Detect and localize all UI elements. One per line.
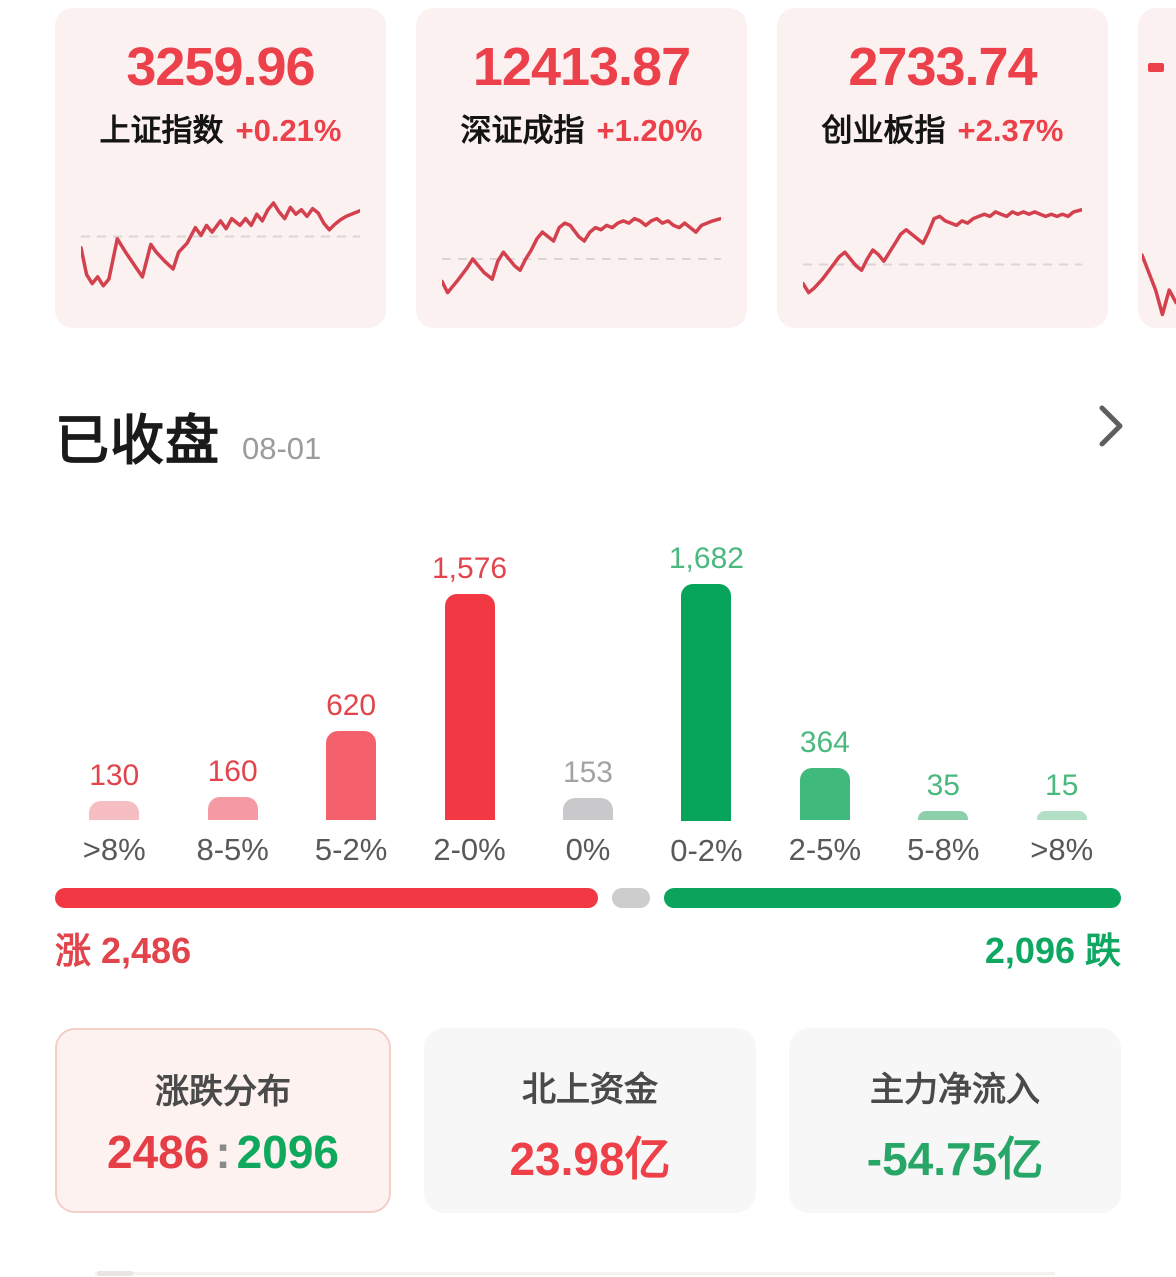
- bar-value-label: 15: [1045, 769, 1079, 802]
- index-sparkline-chart: [1142, 248, 1176, 318]
- stat-card-distribution[interactable]: 涨跌分布 2486:2096: [55, 1028, 391, 1213]
- index-sparkline-chart: [442, 194, 721, 306]
- bar-category-label: 0%: [565, 832, 611, 867]
- index-card-clipped[interactable]: [1138, 8, 1176, 328]
- decliners-count-label: 2,096 跌: [984, 930, 1121, 971]
- index-value: 2733.74: [848, 37, 1037, 97]
- index-sparkline-chart: [81, 194, 360, 306]
- dist-column: 15 >8%: [1003, 542, 1121, 870]
- index-name: 上证指数: [99, 113, 224, 149]
- dist-bar: [207, 797, 258, 820]
- advance-decline-ratio-bar: [55, 888, 1121, 908]
- bar-value-label: 1,576: [431, 552, 508, 585]
- clipped-index-value: [1148, 63, 1164, 72]
- stat-title: 主力净流入: [870, 1071, 1040, 1109]
- index-change-percent: +2.37%: [957, 113, 1064, 149]
- index-value: 3259.96: [126, 37, 315, 97]
- bar-value-label: 35: [926, 769, 960, 802]
- dist-bar: [799, 768, 850, 820]
- bar-category-label: 5-8%: [907, 832, 980, 867]
- advancers-count-label: 涨 2,486: [55, 930, 192, 971]
- dist-bar: [918, 811, 969, 820]
- index-name: 深证成指: [460, 113, 585, 149]
- bar-category-label: 0-2%: [670, 832, 743, 868]
- stat-card-northbound-funds[interactable]: 北上资金 23.98亿: [424, 1028, 756, 1213]
- ratio-flat-segment: [612, 888, 650, 908]
- index-card-shenzhen[interactable]: 12413.87 深证成指 +1.20%: [416, 8, 747, 328]
- bar-category-label: 8-5%: [196, 832, 269, 867]
- dist-bar: [681, 584, 732, 821]
- dist-column: 35 5-8%: [884, 542, 1002, 870]
- bar-category-label: 5-2%: [314, 832, 388, 867]
- dist-column: 1,682 0-2%: [647, 542, 765, 870]
- stat-card-main-net-inflow[interactable]: 主力净流入 -54.75亿: [789, 1028, 1121, 1213]
- ratio-separator: :: [215, 1126, 231, 1178]
- market-status-date: 08-01: [242, 431, 322, 466]
- northbound-funds-value: 23.98亿: [509, 1133, 671, 1185]
- bar-value-label: 160: [207, 755, 258, 788]
- advancers-value: 2486: [106, 1126, 210, 1178]
- index-card-chinext[interactable]: 2733.74 创业板指 +2.37%: [777, 8, 1108, 328]
- ratio-up-segment: [55, 888, 598, 908]
- index-change-percent: +0.21%: [235, 113, 342, 149]
- index-change-percent: +1.20%: [596, 113, 703, 149]
- bar-category-label: >8%: [82, 832, 146, 867]
- bar-value-label: 130: [89, 759, 140, 792]
- market-status-header[interactable]: 已收盘 08-01: [55, 396, 1136, 471]
- bar-value-label: 364: [799, 726, 850, 759]
- dist-bar: [89, 801, 140, 820]
- dist-column: 153 0%: [529, 542, 647, 870]
- index-sparkline-chart: [803, 194, 1082, 306]
- main-net-inflow-value: -54.75亿: [866, 1133, 1044, 1185]
- bar-value-label: 1,682: [668, 542, 744, 575]
- index-name: 创业板指: [821, 113, 946, 149]
- ratio-down-segment: [664, 888, 1121, 908]
- bar-value-label: 620: [326, 689, 377, 722]
- dist-bar: [444, 594, 495, 820]
- advance-decline-distribution-chart: 130 >8% 160 8-5% 620 5-2% 1,576 2-0% 153…: [55, 542, 1121, 870]
- index-card-shanghai[interactable]: 3259.96 上证指数 +0.21%: [55, 8, 386, 328]
- stat-title: 北上资金: [522, 1071, 658, 1109]
- market-status-title: 已收盘: [55, 411, 220, 471]
- dist-column: 160 8-5%: [173, 542, 291, 870]
- stat-cards-row: 涨跌分布 2486:2096 北上资金 23.98亿 主力净流入 -54.75亿: [55, 1028, 1121, 1213]
- bar-category-label: 2-5%: [788, 832, 862, 867]
- dist-column: 364 2-5%: [766, 542, 884, 870]
- dist-column: 130 >8%: [55, 542, 173, 870]
- bar-value-label: 153: [562, 756, 613, 789]
- stat-title: 涨跌分布: [155, 1073, 291, 1111]
- index-value: 12413.87: [472, 37, 691, 97]
- dist-column: 1,576 2-0%: [410, 542, 528, 870]
- chevron-right-icon[interactable]: [1098, 404, 1124, 448]
- dist-column: 620 5-2%: [292, 542, 410, 870]
- clipped-next-section: [97, 1271, 133, 1276]
- dist-bar: [1036, 811, 1087, 820]
- decliners-value: 2096: [236, 1126, 339, 1178]
- bar-category-label: >8%: [1030, 832, 1094, 867]
- bar-category-label: 2-0%: [433, 832, 506, 867]
- dist-bar: [326, 731, 377, 820]
- bottom-divider: [95, 1272, 1055, 1275]
- dist-bar: [562, 798, 613, 820]
